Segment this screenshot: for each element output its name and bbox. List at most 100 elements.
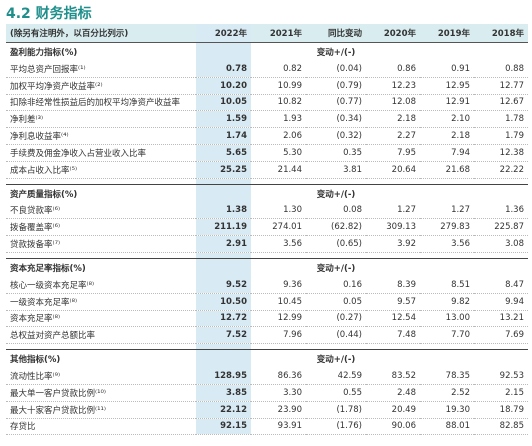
value-cell: 93.91 bbox=[251, 418, 306, 436]
value-cell: 12.77 bbox=[474, 77, 528, 95]
data-row: 资本充足率⁽⁸⁾ 12.72 12.99 (0.27) 12.54 13.00 13.21 bbox=[6, 310, 528, 328]
value-cell: 3.56 bbox=[420, 235, 474, 253]
section-cell bbox=[196, 349, 251, 369]
value-cell: 12.54 bbox=[366, 310, 420, 328]
value-cell: 211.19 bbox=[196, 218, 251, 237]
value-cell: 9.94 bbox=[474, 293, 528, 311]
value-cell: 1.38 bbox=[196, 202, 251, 220]
value-cell: 22.22 bbox=[474, 161, 528, 179]
data-row: 净利差⁽³⁾ 1.59 1.93 (0.34) 2.18 2.10 1.78 bbox=[6, 110, 528, 129]
value-cell: 0.86 bbox=[366, 61, 420, 78]
row-label: 核心一级资本充足率⁽⁸⁾ bbox=[6, 276, 196, 294]
section-cell bbox=[420, 257, 474, 277]
value-cell: 1.79 bbox=[474, 127, 528, 145]
section-cell bbox=[474, 183, 528, 203]
value-cell: 9.82 bbox=[420, 293, 474, 311]
value-cell: 0.82 bbox=[251, 61, 306, 78]
data-row: 总权益对资产总额比率 7.52 7.96 (0.44) 7.48 7.70 7.69 bbox=[6, 326, 528, 345]
value-cell: 7.52 bbox=[196, 326, 251, 345]
value-cell: 10.50 bbox=[196, 293, 251, 311]
value-cell: 1.74 bbox=[196, 127, 251, 145]
spacer bbox=[6, 343, 528, 350]
section-cell bbox=[366, 183, 420, 203]
spacer-cell bbox=[196, 343, 251, 350]
row-label: 扣除非经常性损益后的加权平均净资产收益率 bbox=[6, 94, 196, 112]
value-cell: 13.21 bbox=[474, 310, 528, 328]
value-cell: 2.18 bbox=[420, 127, 474, 145]
data-row: 核心一级资本充足率⁽⁸⁾ 9.52 9.36 0.16 8.39 8.51 8.47 bbox=[6, 276, 528, 294]
header-cell: 同比变动 bbox=[306, 24, 366, 43]
spacer-cell bbox=[196, 252, 251, 259]
value-cell: 12.23 bbox=[366, 77, 420, 95]
section-cell: 盈利能力指标(%) bbox=[6, 42, 196, 61]
value-cell: 12.38 bbox=[474, 144, 528, 162]
value-cell: 2.10 bbox=[420, 110, 474, 129]
row-label: 手续费及佣金净收入占营业收入比率 bbox=[6, 144, 196, 162]
header-cell: 2019年 bbox=[420, 24, 474, 43]
value-cell: 0.78 bbox=[196, 61, 251, 78]
section-cell bbox=[366, 42, 420, 61]
section-cell bbox=[420, 183, 474, 203]
data-row: 流动性比率⁽⁹⁾ 128.95 86.36 42.59 83.52 78.35 92.53 bbox=[6, 368, 528, 385]
value-cell: 12.08 bbox=[366, 94, 420, 112]
data-row: 成本占收入比率⁽⁵⁾ 25.25 21.44 3.81 20.64 21.68 22.22 bbox=[6, 161, 528, 179]
section-cell bbox=[366, 349, 420, 369]
value-cell: 10.99 bbox=[251, 77, 306, 95]
value-cell: 3.92 bbox=[366, 235, 420, 253]
section-cell bbox=[251, 42, 306, 61]
row-label: 资本充足率⁽⁸⁾ bbox=[6, 310, 196, 328]
header-cell: 2020年 bbox=[366, 24, 420, 43]
value-cell: 21.44 bbox=[251, 161, 306, 179]
row-label: 最大十家客户贷款比例⁽¹¹⁾ bbox=[6, 401, 196, 419]
value-cell: (0.32) bbox=[306, 127, 366, 145]
value-cell: (0.77) bbox=[306, 94, 366, 112]
section-header: 其他指标(%) 变动+/(-) bbox=[6, 349, 528, 369]
value-cell: 88.01 bbox=[420, 418, 474, 436]
row-label: 总权益对资产总额比率 bbox=[6, 326, 196, 345]
value-cell: 10.82 bbox=[251, 94, 306, 112]
header-cell: 2018年 bbox=[474, 24, 528, 43]
header-row: (除另有注明外，以百分比列示) 2022年 2021年 同比变动 2020年 2019年 2… bbox=[6, 24, 528, 43]
row-label: 平均总资产回报率⁽¹⁾ bbox=[6, 61, 196, 78]
value-cell: 2.27 bbox=[366, 127, 420, 145]
value-cell: 0.91 bbox=[420, 61, 474, 78]
header-cell: 2022年 bbox=[196, 24, 251, 43]
row-label: 拨备覆盖率⁽⁶⁾ bbox=[6, 218, 196, 237]
row-label: 流动性比率⁽⁹⁾ bbox=[6, 368, 196, 385]
value-cell: 9.36 bbox=[251, 276, 306, 294]
value-cell: 10.45 bbox=[251, 293, 306, 311]
row-label: 净利息收益率⁽⁴⁾ bbox=[6, 127, 196, 145]
value-cell: 0.08 bbox=[306, 202, 366, 220]
value-cell: (0.34) bbox=[306, 110, 366, 129]
value-cell: (0.79) bbox=[306, 77, 366, 95]
value-cell: 2.06 bbox=[251, 127, 306, 145]
section-cell bbox=[420, 42, 474, 61]
value-cell: 92.15 bbox=[196, 418, 251, 436]
value-cell: 225.87 bbox=[474, 218, 528, 237]
value-cell: 12.95 bbox=[420, 77, 474, 95]
value-cell: 10.20 bbox=[196, 77, 251, 95]
section-cell: 资本充足率指标(%) bbox=[6, 257, 196, 277]
value-cell: 92.53 bbox=[474, 368, 528, 385]
value-cell: 0.55 bbox=[306, 384, 366, 402]
value-cell: 8.39 bbox=[366, 276, 420, 294]
value-cell: 3.81 bbox=[306, 161, 366, 179]
row-label: 贷款拨备率⁽⁷⁾ bbox=[6, 235, 196, 253]
section-cell bbox=[251, 183, 306, 203]
header-cell: 2021年 bbox=[251, 24, 306, 43]
value-cell: 0.16 bbox=[306, 276, 366, 294]
section-cell: 变动+/(-) bbox=[306, 257, 366, 277]
spacer bbox=[6, 252, 528, 259]
section-cell: 资产质量指标(%) bbox=[6, 183, 196, 203]
value-cell: 1.27 bbox=[366, 202, 420, 220]
value-cell: (0.44) bbox=[306, 326, 366, 345]
section-cell: 变动+/(-) bbox=[306, 183, 366, 203]
row-label: 净利差⁽³⁾ bbox=[6, 110, 196, 129]
value-cell: 0.05 bbox=[306, 293, 366, 311]
value-cell: 0.35 bbox=[306, 144, 366, 162]
row-label: 一级资本充足率⁽⁸⁾ bbox=[6, 293, 196, 311]
data-row: 贷款拨备率⁽⁷⁾ 2.91 3.56 (0.65) 3.92 3.56 3.08 bbox=[6, 235, 528, 253]
section-cell bbox=[474, 42, 528, 61]
section-cell bbox=[420, 349, 474, 369]
